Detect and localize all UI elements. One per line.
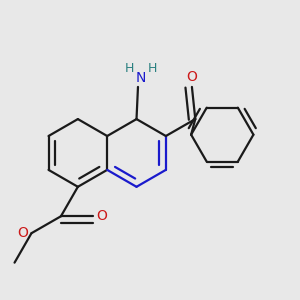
Text: H: H [147,61,157,74]
Text: H: H [125,61,134,74]
Text: N: N [136,70,146,85]
Text: O: O [18,226,28,240]
Text: O: O [97,209,107,223]
Text: O: O [187,70,197,84]
